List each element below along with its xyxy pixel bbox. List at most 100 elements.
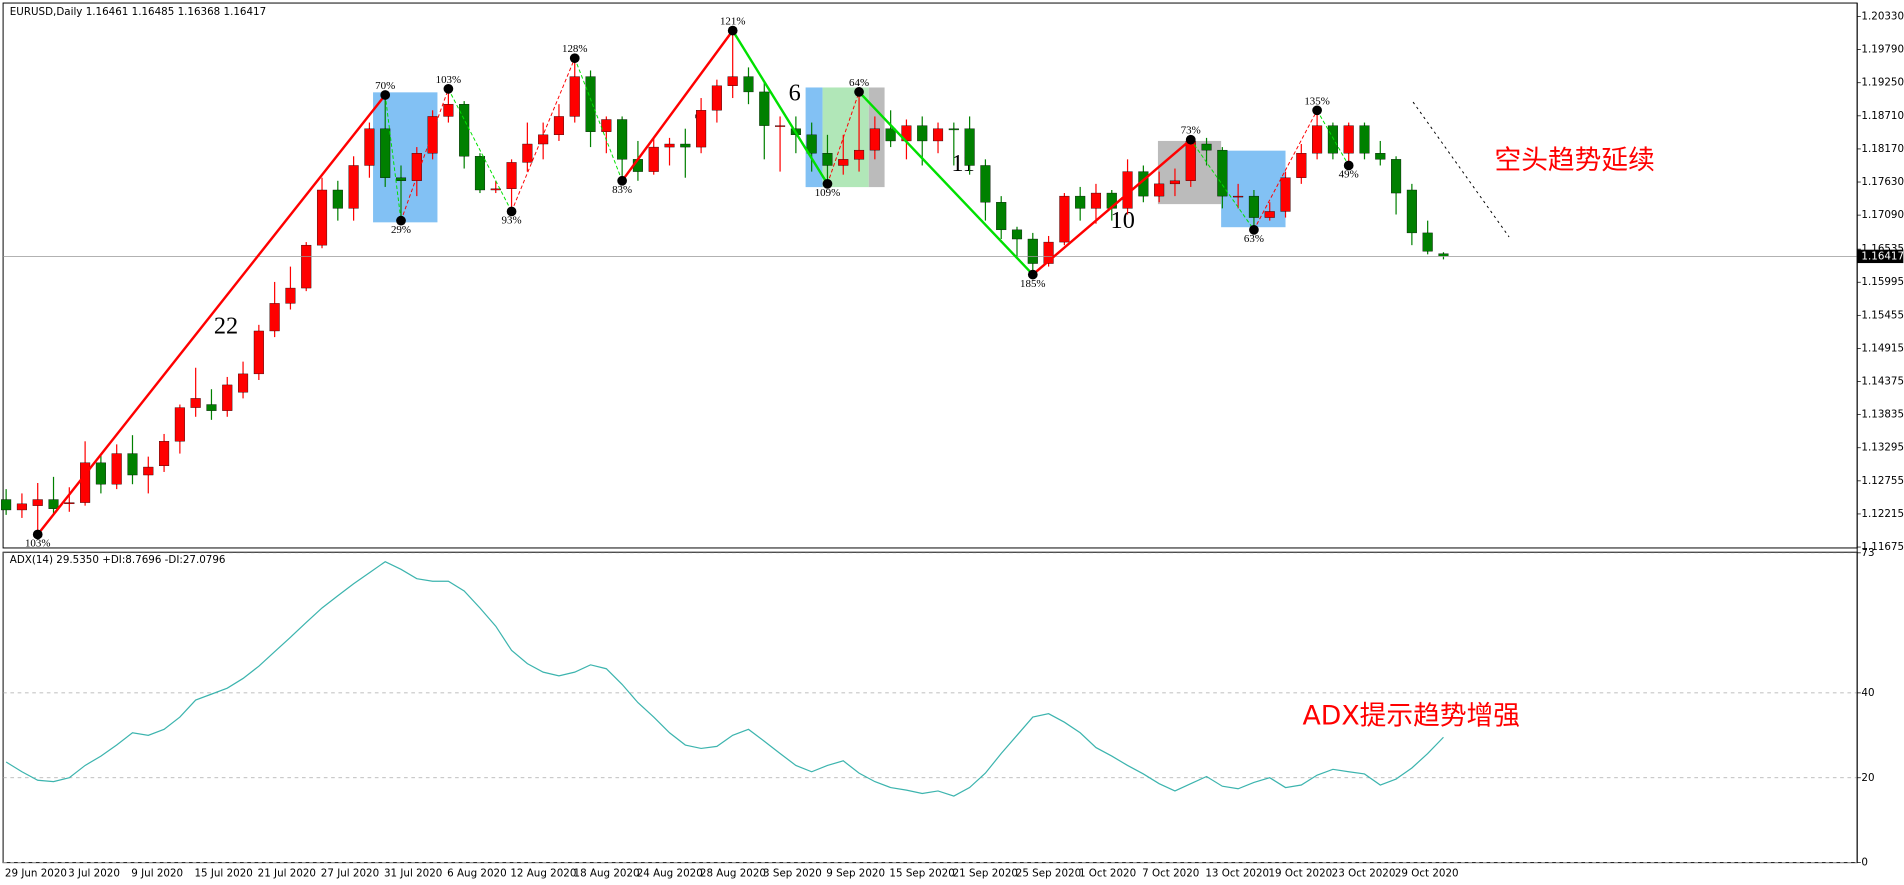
pivot-label: 29% [391, 224, 411, 236]
x-tick-label: 18 Aug 2020 [574, 868, 640, 880]
current-price-label: 1.16417 [1861, 250, 1904, 262]
candle-body [601, 119, 612, 132]
pivot-label: 63% [1244, 233, 1264, 245]
candle-body [48, 499, 59, 509]
candle-body [159, 441, 170, 467]
zigzag-segment [400, 88, 449, 221]
candle-body [806, 134, 817, 154]
candle-body [395, 177, 407, 181]
candle-body [1059, 195, 1070, 243]
y-tick-label: 1.20330 [1861, 11, 1904, 23]
candle-body [474, 156, 486, 191]
y-tick-label: 20 [1861, 772, 1874, 784]
candle-body [190, 398, 201, 408]
candle-body [838, 159, 849, 166]
candle-body [1075, 195, 1086, 209]
pivot-dot [1027, 269, 1038, 280]
pivot-label: 64% [849, 77, 869, 89]
zigzag-segment [731, 29, 829, 185]
candle-body [490, 188, 501, 191]
x-tick-label: 3 Sep 2020 [763, 868, 822, 880]
candle-body [1280, 177, 1291, 212]
pivot-label: 49% [1339, 169, 1359, 181]
y-tick-label: 1.19790 [1861, 44, 1904, 56]
candle-body [1201, 143, 1212, 151]
pivot-dot [1185, 134, 1196, 145]
candle-body [664, 143, 675, 148]
candle-body [269, 303, 280, 332]
x-tick-label: 7 Oct 2020 [1142, 868, 1199, 880]
candle-body [95, 462, 106, 485]
y-tick-label: 1.12215 [1861, 508, 1904, 520]
candle-body [696, 110, 707, 148]
y-tick-label: 1.18170 [1861, 143, 1904, 155]
pivot-dot [569, 53, 580, 64]
pivot-label: 103% [436, 74, 461, 86]
candle-body [585, 76, 596, 132]
candle-body [775, 125, 786, 127]
candle-body [285, 287, 296, 304]
current-price-box [1857, 249, 1904, 264]
candle-body [1185, 140, 1196, 181]
candle-body [711, 85, 722, 111]
candle-body [1, 499, 12, 511]
pivot-dot [396, 215, 406, 226]
y-tick-label: 1.15995 [1861, 276, 1904, 288]
x-tick-label: 29 Jun 2020 [5, 868, 67, 880]
candle-body [1011, 229, 1023, 240]
x-tick-label: 25 Sep 2020 [1016, 868, 1081, 880]
pivot-dot [506, 206, 517, 217]
candle-body [980, 165, 991, 203]
x-tick-label: 15 Sep 2020 [889, 868, 954, 880]
x-tick-label: 21 Sep 2020 [953, 868, 1018, 880]
candle-body [743, 76, 754, 93]
candle-body [822, 153, 833, 166]
candle-body [301, 244, 312, 289]
candle-body [1169, 180, 1180, 185]
zigzag-segment [827, 91, 860, 185]
x-tick-label: 19 Oct 2020 [1269, 868, 1333, 880]
candle-body [996, 202, 1007, 231]
pivot-label: 83% [612, 184, 632, 196]
wave-label: 10 [1111, 207, 1135, 234]
zigzag-segment [1316, 110, 1350, 166]
zone-box [822, 87, 869, 188]
indicator-header: ADX(14) 29.5350 +DI:8.7696 -DI:27.0796 [10, 554, 226, 566]
zigzag-segment [36, 94, 387, 536]
candle-body [1343, 125, 1354, 154]
candle-body [569, 76, 580, 117]
candle-body [1217, 149, 1228, 197]
y-tick-label: 1.17630 [1861, 176, 1904, 188]
candle-body [443, 103, 454, 117]
y-tick-label: 1.18710 [1861, 110, 1904, 122]
pivot-dot [1343, 160, 1354, 171]
candle-body [538, 134, 549, 145]
candle-body [380, 128, 391, 178]
x-tick-label: 24 Aug 2020 [637, 868, 703, 880]
candle-body [869, 128, 880, 151]
y-tick-label: 1.11675 [1861, 541, 1904, 553]
wave-label: 22 [214, 313, 238, 340]
candle-body [1043, 241, 1054, 264]
y-tick-label: 1.13835 [1861, 409, 1904, 421]
x-tick-label: 3 Jul 2020 [68, 868, 120, 880]
zigzag-segment [384, 94, 402, 221]
y-tick-label: 73 [1861, 547, 1874, 559]
x-tick-label: 12 Aug 2020 [510, 868, 576, 880]
main-panel [2, 2, 1858, 549]
x-tick-label: 9 Jul 2020 [131, 868, 183, 880]
y-tick-label: 0 [1861, 857, 1868, 869]
x-tick-label: 9 Sep 2020 [826, 868, 885, 880]
candle-body [364, 128, 375, 166]
zigzag-segment [858, 91, 1034, 276]
candle-body [1296, 153, 1307, 178]
y-tick-label: 1.19250 [1861, 77, 1904, 89]
candle-body [1090, 192, 1102, 209]
candle-body [332, 189, 343, 209]
pivot-label: 135% [1304, 95, 1329, 107]
candle-body [948, 128, 959, 131]
x-tick-label: 23 Oct 2020 [1332, 868, 1396, 880]
candle-body [759, 91, 770, 126]
candle-body [411, 153, 422, 181]
